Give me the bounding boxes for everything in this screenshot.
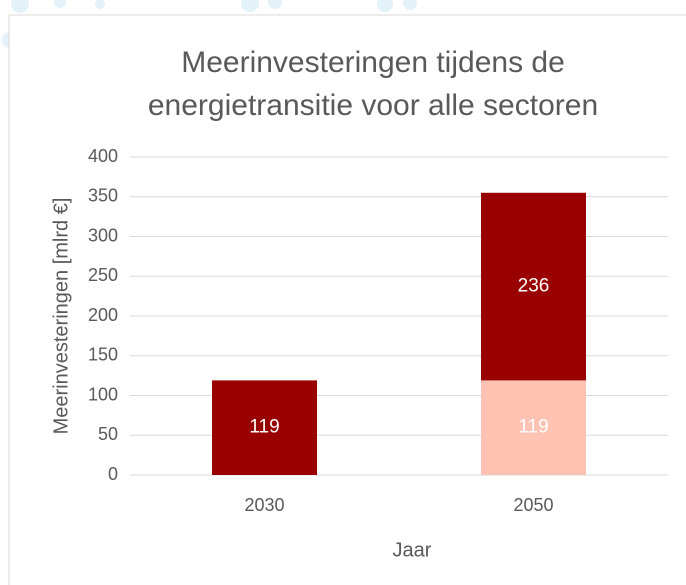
y-axis-title: Meerinvesteringen [mlrd €] (50, 198, 72, 435)
y-tick-label: 300 (88, 225, 118, 245)
y-tick-label: 200 (88, 305, 118, 325)
x-axis-title: Jaar (393, 539, 432, 561)
y-tick-label: 250 (88, 265, 118, 285)
y-tick-label: 0 (108, 464, 118, 484)
x-tick-label: 2030 (244, 495, 284, 515)
x-tick-label: 2050 (513, 495, 553, 515)
data-label: 119 (249, 417, 279, 438)
data-label: 119 (518, 417, 548, 438)
bar-segment (212, 380, 317, 475)
chart-title: Meerinvesteringen tijdens de (181, 46, 565, 79)
data-label: 236 (518, 276, 550, 297)
y-tick-label: 350 (88, 186, 118, 206)
bar-segment (481, 192, 586, 381)
y-tick-label: 50 (98, 424, 118, 444)
y-tick-label: 150 (88, 345, 118, 365)
y-tick-label: 100 (88, 384, 118, 404)
y-tick-label: 400 (88, 146, 118, 166)
bar-segment (481, 380, 586, 475)
chart-title: energietransitie voor alle sectoren (148, 89, 598, 122)
